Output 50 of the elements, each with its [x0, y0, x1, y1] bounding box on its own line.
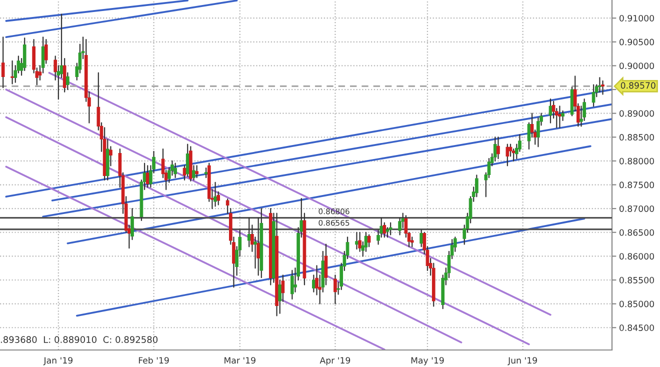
candlestick	[109, 146, 112, 166]
annotation: .893680 L: 0.889010 C: 0.892580	[0, 336, 158, 343]
x-tick-label: Feb '19	[138, 356, 169, 364]
candlestick	[512, 148, 516, 162]
candlestick	[601, 80, 604, 95]
candlestick	[290, 270, 294, 300]
candlestick	[146, 165, 150, 188]
candlestick	[493, 136, 497, 162]
candlestick	[420, 229, 423, 248]
x-tick-label: Apr '19	[320, 357, 350, 366]
candlestick	[558, 106, 562, 128]
y-tick-label: 0.87500	[620, 182, 654, 188]
candlestick	[192, 165, 196, 181]
candlestick	[496, 136, 500, 160]
y-tick-label: 0.85500	[620, 276, 654, 284]
y-tick-label: 0.91000	[620, 14, 654, 22]
candlestick	[388, 222, 392, 236]
y-tick-label: 0.85000	[620, 300, 654, 308]
candlestick	[174, 162, 177, 178]
candlestick	[256, 218, 260, 276]
candlestick	[355, 232, 358, 250]
candlestick	[592, 84, 596, 107]
ref-line-label: 0.89570	[620, 82, 656, 89]
candlestick	[66, 72, 70, 90]
y-tick-label: 0.88500	[620, 134, 654, 141]
candlestick	[367, 234, 371, 248]
candlestick	[204, 168, 208, 178]
candlestick	[1, 36, 5, 88]
y-tick-label: 0.89000	[620, 110, 654, 117]
y-tick-label: 0.86500	[620, 229, 654, 236]
candlestick	[22, 38, 26, 72]
candlestick	[214, 182, 217, 207]
candlestick	[312, 274, 316, 292]
y-tick-label: 0.90000	[620, 62, 654, 70]
candlestick	[10, 60, 14, 84]
candlestick	[195, 165, 198, 178]
x-tick-label: Mar '19	[224, 357, 256, 364]
y-tick-label: 0.88000	[620, 158, 654, 164]
candlestick	[334, 274, 337, 304]
y-tick-label: 0.84500	[620, 324, 654, 332]
y-tick-label: 0.86000	[620, 253, 654, 260]
candlestick	[506, 144, 510, 166]
y-tick-label: 0.87000	[620, 205, 654, 212]
x-tick-label: May '19	[411, 357, 444, 366]
candlestick	[186, 144, 190, 177]
candlestick	[548, 98, 552, 124]
y-tick-label: 0.90500	[620, 38, 654, 46]
x-tick-label: Jun '19	[508, 357, 537, 366]
x-tick-label: Jan '19	[43, 357, 72, 366]
candlestick	[247, 218, 251, 248]
